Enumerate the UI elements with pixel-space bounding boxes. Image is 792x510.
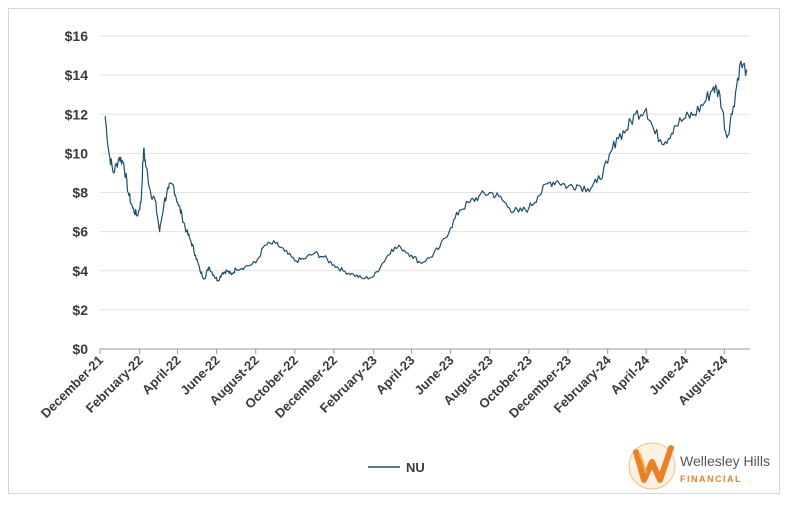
x-axis: December-21February-22April-22June-22Aug… [38,349,731,421]
logo-text-line2: FINANCIAL [680,474,742,484]
y-tick-label: $0 [72,341,88,357]
y-tick-label: $10 [65,145,89,161]
wellesley-hills-logo: Wellesley Hills FINANCIAL [628,442,770,490]
logo-text-line1: Wellesley Hills [680,453,770,469]
legend-label-nu: NU [406,460,425,475]
y-axis: $0 $2 $4 $6 $8 $10 $12 $14 $16 [65,28,89,357]
y-tick-label: $8 [72,185,88,201]
logo-w-mark [633,445,674,483]
x-tick-label: April-23 [373,353,418,398]
series-group [104,60,748,282]
y-tick-label: $2 [72,302,88,318]
x-tick-label: April-22 [139,353,184,398]
y-tick-label: $16 [65,28,89,44]
series-line-nu [104,60,748,282]
gridlines [100,35,750,350]
logo-w-highlight [639,453,647,473]
y-tick-label: $14 [65,67,89,83]
x-tick-label: April-24 [607,352,652,397]
y-tick-label: $12 [65,106,89,122]
legend: NU [368,460,425,475]
y-tick-label: $4 [72,263,88,279]
y-tick-label: $6 [72,224,88,240]
